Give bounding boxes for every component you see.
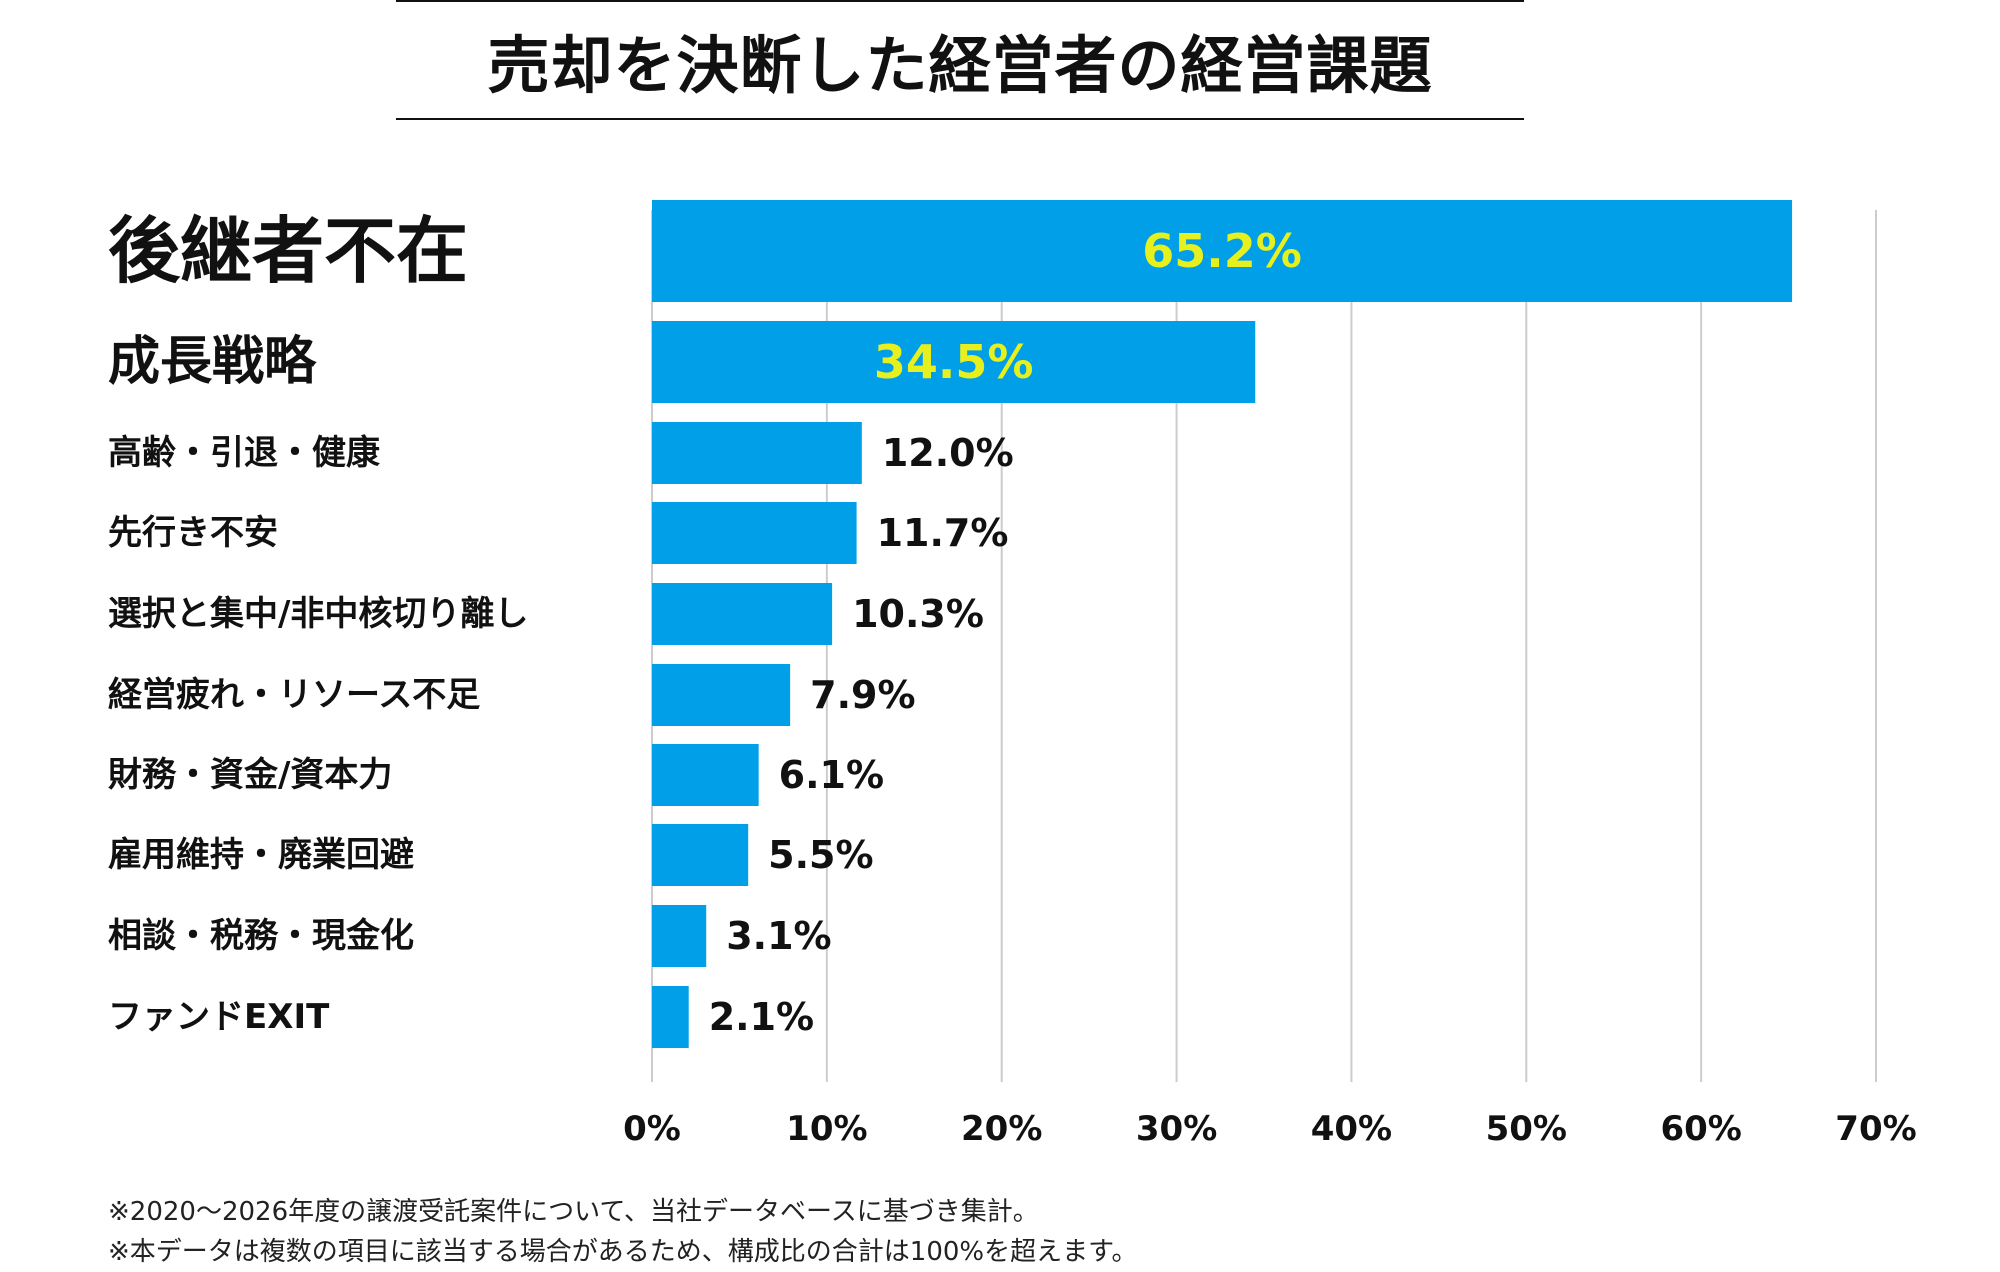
bar: [652, 664, 791, 726]
category-label: 後継者不在: [108, 209, 468, 293]
x-tick-label: 70%: [1835, 1109, 1916, 1149]
title-box: 売却を決断した経営者の経営課題: [396, 0, 1524, 120]
category-label: 経営疲れ・リソース不足: [108, 675, 480, 715]
bar: [652, 824, 749, 886]
x-tick-label: 10%: [786, 1109, 867, 1149]
category-label: 相談・税務・現金化: [108, 916, 414, 956]
bar: [652, 422, 862, 484]
bar: [652, 321, 1256, 403]
bar: [652, 986, 689, 1048]
bar: [652, 583, 833, 645]
category-labels: 後継者不在成長戦略高齢・引退・健康先行き不安選択と集中/非中核切り離し経営疲れ・…: [108, 209, 528, 1037]
bars: [652, 200, 1793, 1048]
bar: [652, 744, 759, 806]
bar: [652, 502, 857, 564]
category-label: 雇用維持・廃業回避: [108, 835, 414, 875]
value-label: 10.3%: [852, 592, 984, 636]
x-tick-label: 0%: [623, 1109, 681, 1149]
x-tick-label: 30%: [1136, 1109, 1217, 1149]
value-label: 5.5%: [768, 833, 873, 877]
value-label: 12.0%: [882, 431, 1014, 475]
x-tick-label: 50%: [1486, 1109, 1567, 1149]
x-tick-label: 40%: [1311, 1109, 1392, 1149]
value-labels: 65.2% 34.5% 12.0% 11.7% 10.3% 7.9% 6.1% 5.5% 3.1…: [709, 224, 1302, 1039]
category-label: 先行き不安: [108, 513, 278, 553]
value-label: 3.1%: [726, 914, 831, 958]
value-label: 6.1%: [779, 753, 884, 797]
value-label: 11.7%: [877, 511, 1009, 555]
bar: [652, 200, 1793, 302]
category-label: 選択と集中/非中核切り離し: [108, 594, 528, 634]
category-label: 高齢・引退・健康: [108, 433, 380, 473]
bar-chart: 後継者不在成長戦略高齢・引退・健康先行き不安選択と集中/非中核切り離し経営疲れ・…: [108, 200, 1917, 1149]
category-label: ファンドEXIT: [108, 997, 330, 1037]
bar: [652, 905, 707, 967]
footnote-1: ※2020〜2026年度の譲渡受託案件について、当社データベースに基づき集計。: [108, 1197, 1039, 1227]
x-tick-labels: 0% 10% 20% 30% 40% 50% 60% 70%: [623, 1109, 1917, 1149]
value-label: 65.2%: [1142, 224, 1302, 278]
value-label: 2.1%: [709, 995, 814, 1039]
category-label: 成長戦略: [108, 332, 317, 392]
footnotes: ※2020〜2026年度の譲渡受託案件について、当社データベースに基づき集計。 …: [108, 1192, 1138, 1272]
value-label: 34.5%: [874, 335, 1034, 389]
category-label: 財務・資金/資本力: [108, 755, 392, 795]
x-tick-label: 20%: [961, 1109, 1042, 1149]
footnote-2: ※本データは複数の項目に該当する場合があるため、構成比の合計は100%を超えます…: [108, 1237, 1138, 1267]
x-tick-label: 60%: [1660, 1109, 1741, 1149]
value-label: 7.9%: [810, 673, 915, 717]
chart-title: 売却を決断した経営者の経営課題: [487, 29, 1433, 102]
